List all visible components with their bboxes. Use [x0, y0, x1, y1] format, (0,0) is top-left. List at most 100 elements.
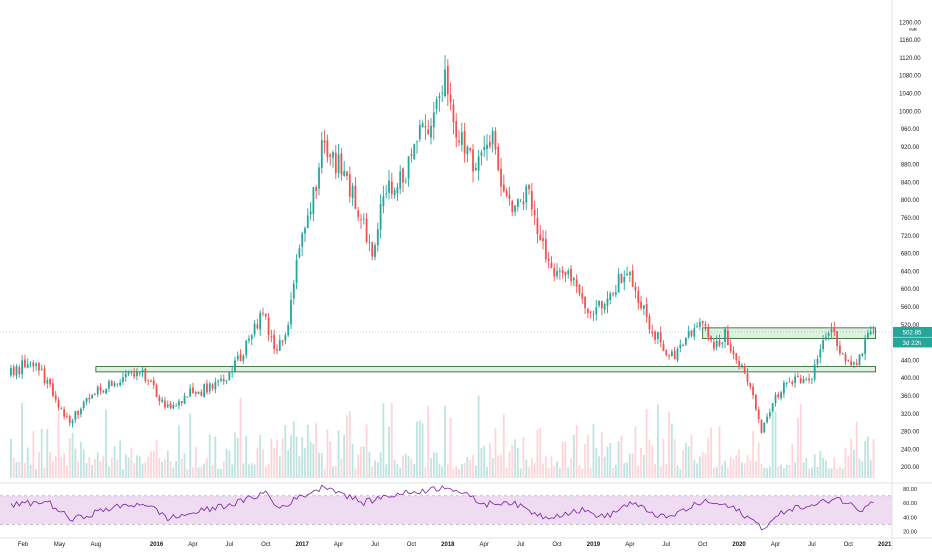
candle-body[interactable]	[220, 378, 222, 381]
candle-body[interactable]	[239, 354, 242, 362]
candle-body[interactable]	[194, 392, 197, 394]
candle-body[interactable]	[558, 271, 561, 272]
candle-body[interactable]	[841, 353, 844, 355]
candle-body[interactable]	[530, 191, 533, 210]
candle-body[interactable]	[432, 112, 435, 128]
candle-body[interactable]	[231, 371, 234, 373]
candle-body[interactable]	[309, 211, 312, 215]
candle-body[interactable]	[452, 104, 455, 123]
candle-body[interactable]	[43, 368, 46, 383]
candle-body[interactable]	[267, 317, 270, 336]
candle-body[interactable]	[830, 329, 833, 333]
candle-body[interactable]	[617, 274, 620, 293]
candle-body[interactable]	[334, 152, 337, 174]
candle-body[interactable]	[533, 209, 536, 216]
candle-body[interactable]	[477, 156, 480, 171]
candle-body[interactable]	[382, 196, 385, 207]
candle-body[interactable]	[250, 335, 253, 339]
candle-body[interactable]	[578, 284, 581, 294]
candle-body[interactable]	[595, 307, 598, 315]
candle-body[interactable]	[346, 171, 348, 177]
candle-body[interactable]	[491, 130, 494, 145]
candle-body[interactable]	[511, 200, 514, 212]
candle-body[interactable]	[455, 121, 458, 138]
candle-body[interactable]	[581, 293, 584, 299]
candle-body[interactable]	[561, 270, 564, 274]
candle-body[interactable]	[161, 399, 164, 402]
candle-body[interactable]	[449, 94, 452, 103]
candle-body[interactable]	[839, 345, 841, 354]
candle-body[interactable]	[567, 270, 570, 275]
candle-body[interactable]	[435, 99, 438, 110]
candle-body[interactable]	[116, 383, 119, 385]
candle-body[interactable]	[365, 218, 368, 242]
candle-body[interactable]	[183, 395, 186, 404]
candle-body[interactable]	[29, 363, 32, 365]
candle-body[interactable]	[155, 385, 158, 398]
candle-body[interactable]	[494, 131, 497, 150]
candle-body[interactable]	[57, 399, 60, 408]
candle-body[interactable]	[519, 201, 522, 203]
candle-body[interactable]	[768, 412, 771, 417]
candle-body[interactable]	[253, 323, 256, 335]
candle-body[interactable]	[77, 411, 80, 415]
resistance-zone[interactable]	[702, 327, 876, 339]
candle-body[interactable]	[782, 382, 785, 394]
candle-body[interactable]	[259, 312, 262, 330]
candle-body[interactable]	[735, 353, 738, 361]
candle-body[interactable]	[130, 371, 133, 373]
candle-body[interactable]	[390, 181, 393, 195]
candle-body[interactable]	[337, 154, 340, 173]
candle-body[interactable]	[49, 378, 52, 385]
candle-body[interactable]	[598, 300, 600, 306]
candle-body[interactable]	[301, 233, 304, 247]
candle-body[interactable]	[96, 386, 99, 395]
candle-body[interactable]	[796, 375, 799, 378]
candle-body[interactable]	[746, 373, 749, 383]
candle-body[interactable]	[813, 364, 816, 380]
candle-body[interactable]	[589, 311, 592, 313]
candle-body[interactable]	[150, 381, 152, 382]
candle-body[interactable]	[320, 140, 323, 169]
candle-body[interactable]	[122, 377, 124, 383]
candle-body[interactable]	[794, 376, 796, 383]
candle-body[interactable]	[710, 336, 712, 341]
candle-body[interactable]	[656, 332, 659, 339]
candle-body[interactable]	[197, 391, 200, 394]
candle-body[interactable]	[668, 355, 670, 357]
candle-body[interactable]	[687, 331, 690, 338]
candle-body[interactable]	[99, 386, 102, 391]
candle-body[interactable]	[771, 403, 774, 412]
candle-body[interactable]	[662, 343, 665, 351]
candle-body[interactable]	[631, 270, 634, 287]
candle-body[interactable]	[228, 372, 231, 381]
candle-body[interactable]	[186, 396, 189, 398]
candle-body[interactable]	[88, 397, 91, 400]
candle-body[interactable]	[180, 401, 183, 404]
candle-body[interactable]	[242, 355, 245, 361]
candle-body[interactable]	[418, 125, 421, 140]
candle-body[interactable]	[326, 140, 329, 158]
candle-body[interactable]	[164, 400, 166, 408]
candle-body[interactable]	[284, 335, 287, 341]
candle-body[interactable]	[743, 366, 746, 374]
candle-body[interactable]	[651, 331, 654, 334]
candle-body[interactable]	[407, 156, 410, 179]
candle-body[interactable]	[124, 373, 127, 378]
candle-body[interactable]	[68, 416, 71, 423]
candle-body[interactable]	[138, 372, 141, 374]
candle-body[interactable]	[262, 312, 264, 314]
candle-body[interactable]	[816, 358, 819, 364]
candle-body[interactable]	[620, 273, 623, 284]
candle-body[interactable]	[427, 129, 430, 135]
candle-body[interactable]	[374, 245, 376, 258]
candle-body[interactable]	[203, 384, 206, 397]
candle-body[interactable]	[749, 382, 752, 387]
candle-body[interactable]	[712, 341, 715, 349]
candle-body[interactable]	[827, 333, 830, 336]
candle-body[interactable]	[502, 184, 505, 192]
candle-body[interactable]	[105, 388, 108, 394]
candle-body[interactable]	[458, 140, 460, 143]
candle-body[interactable]	[642, 305, 645, 309]
candle-body[interactable]	[189, 388, 192, 397]
